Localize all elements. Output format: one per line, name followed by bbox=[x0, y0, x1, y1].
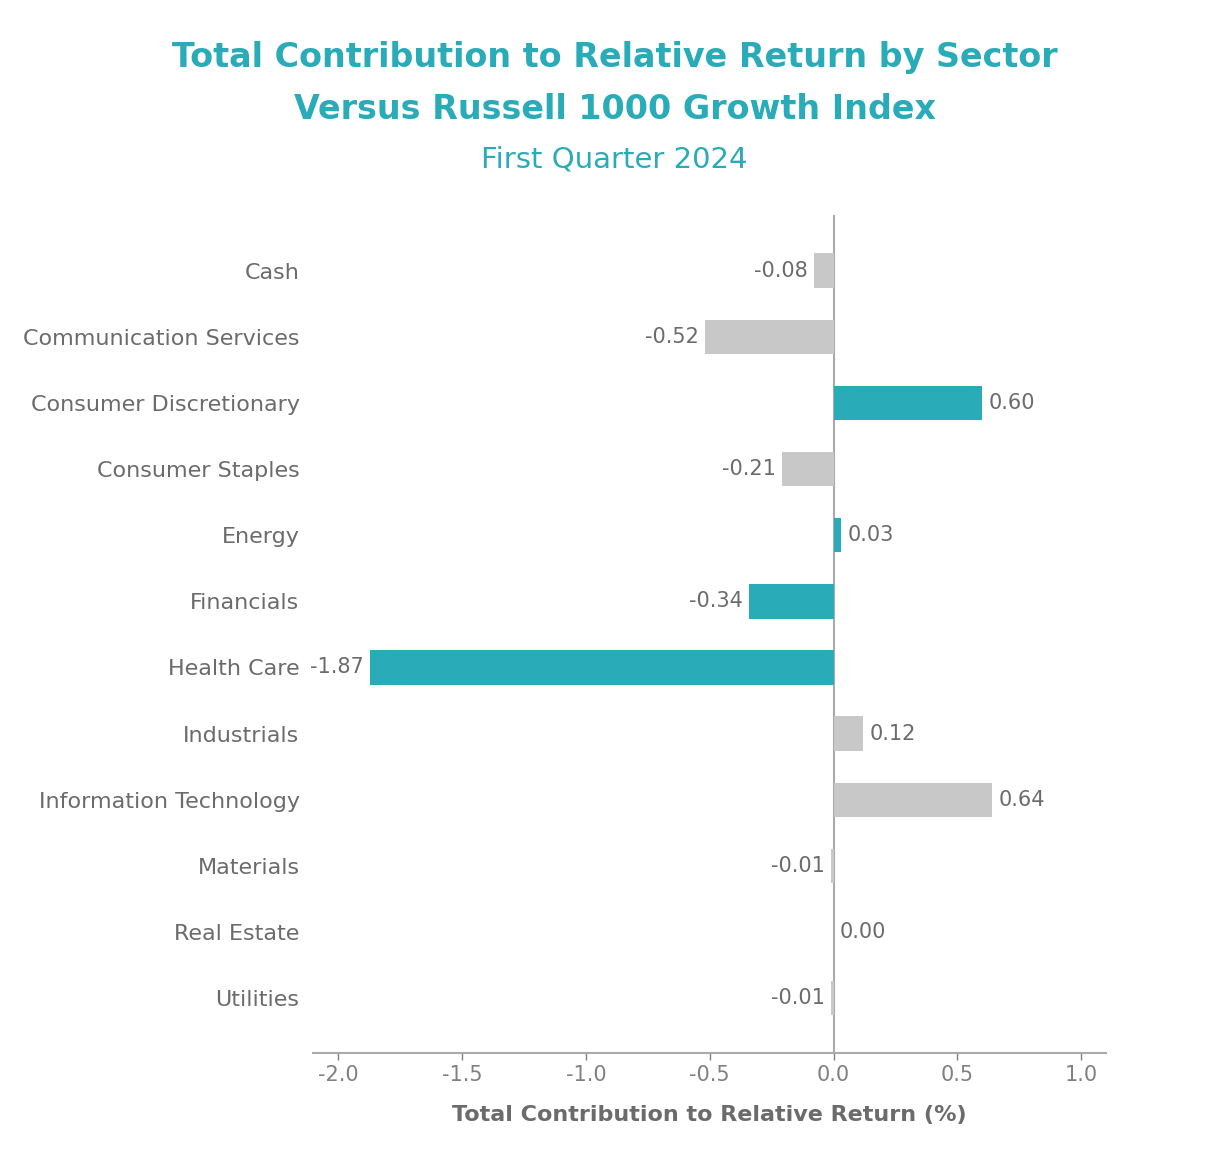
Bar bbox=[833, 385, 982, 420]
Bar bbox=[833, 518, 841, 553]
Bar bbox=[833, 716, 863, 751]
Text: -1.87: -1.87 bbox=[311, 658, 364, 677]
X-axis label: Total Contribution to Relative Return (%): Total Contribution to Relative Return (%… bbox=[452, 1105, 967, 1124]
Text: 0.60: 0.60 bbox=[988, 393, 1035, 413]
Text: -0.01: -0.01 bbox=[771, 856, 825, 875]
Bar bbox=[750, 584, 833, 618]
Text: -0.01: -0.01 bbox=[771, 988, 825, 1008]
Text: Versus Russell 1000 Growth Index: Versus Russell 1000 Growth Index bbox=[294, 93, 935, 126]
Bar bbox=[831, 849, 833, 883]
Bar bbox=[833, 782, 992, 817]
Text: -0.21: -0.21 bbox=[721, 459, 775, 480]
Bar bbox=[704, 320, 833, 354]
Text: -0.52: -0.52 bbox=[645, 327, 698, 347]
Text: Total Contribution to Relative Return by Sector: Total Contribution to Relative Return by… bbox=[172, 41, 1057, 73]
Text: 0.12: 0.12 bbox=[870, 724, 916, 744]
Bar bbox=[782, 452, 833, 487]
Text: First Quarter 2024: First Quarter 2024 bbox=[482, 146, 747, 173]
Bar bbox=[370, 651, 833, 684]
Bar bbox=[831, 981, 833, 1015]
Text: 0.00: 0.00 bbox=[839, 922, 886, 942]
Text: -0.08: -0.08 bbox=[753, 261, 807, 281]
Text: 0.64: 0.64 bbox=[998, 789, 1045, 810]
Bar bbox=[814, 254, 833, 288]
Text: 0.03: 0.03 bbox=[847, 525, 893, 545]
Text: -0.34: -0.34 bbox=[689, 591, 744, 611]
